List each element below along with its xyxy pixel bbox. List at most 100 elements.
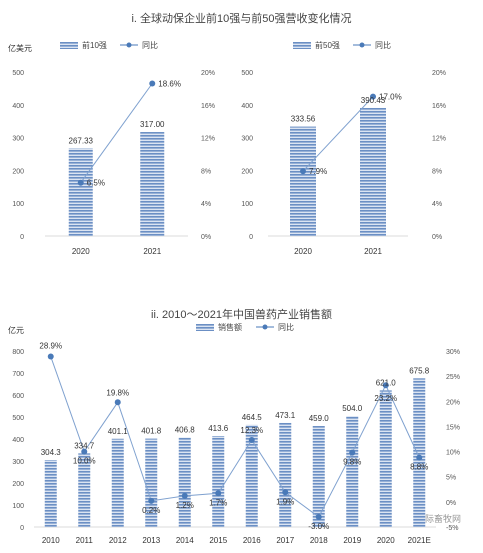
top-section-title: i. 全球动保企业前10强与前50强营收变化情况 [131, 13, 352, 25]
watermark-text: 国际畜牧网 [416, 514, 462, 524]
yoy-line [302, 96, 374, 172]
ytick-label: 100 [12, 503, 24, 510]
y2tick-label: 4% [432, 201, 442, 208]
bar-value-label: 413.6 [208, 424, 229, 433]
ytick-label: 200 [12, 481, 24, 488]
x-category-label: 2020 [72, 247, 90, 256]
line-value-label: 10.0% [73, 457, 96, 466]
line-value-label: 6.5% [87, 179, 105, 188]
line-value-label: 1.7% [209, 498, 227, 507]
line-value-label: 18.6% [158, 79, 181, 88]
ytick-label: 0 [249, 234, 253, 241]
y2tick-label: 0% [432, 234, 442, 241]
yoy-point [81, 448, 88, 455]
bar-value-label: 334.7 [74, 441, 95, 450]
yoy-point [248, 437, 255, 444]
bar-value-label: 304.3 [41, 448, 62, 457]
line-value-label: 9.8% [343, 458, 361, 467]
x-category-label: 2016 [243, 536, 261, 545]
bar [290, 126, 316, 236]
yoy-line [80, 83, 153, 183]
x-category-label: 2020 [377, 536, 395, 545]
y2tick-label: 0% [446, 500, 456, 507]
bar [212, 436, 225, 527]
ytick-label: 100 [12, 201, 24, 208]
bar-value-label: 267.33 [69, 136, 94, 145]
x-category-label: 2021 [143, 247, 161, 256]
yoy-point [77, 179, 84, 186]
yoy-point [282, 489, 289, 496]
y2tick-label: 20% [201, 70, 215, 77]
bar-value-label: 401.1 [108, 427, 129, 436]
bar [360, 107, 386, 236]
y2tick-label: 12% [432, 136, 446, 143]
bar-value-label: 390.43 [361, 96, 386, 105]
x-category-label: 2013 [142, 536, 160, 545]
x-category-label: 2012 [109, 536, 127, 545]
bar-value-label: 621.0 [376, 378, 397, 387]
legend-bar-swatch [293, 42, 311, 49]
ytick-label: 300 [241, 136, 253, 143]
bar [78, 453, 91, 527]
y2tick-label: 16% [201, 103, 215, 110]
yoy-point [382, 382, 389, 389]
y2tick-label: 8% [432, 168, 442, 175]
bar [379, 390, 392, 527]
yoy-point [47, 353, 54, 360]
ytick-label: 600 [12, 393, 24, 400]
bar-value-label: 317.00 [140, 120, 165, 129]
ytick-label: 700 [12, 371, 24, 378]
ytick-label: 200 [12, 168, 24, 175]
ytick-label: 800 [12, 349, 24, 356]
yoy-point [215, 490, 222, 497]
line-value-label: 28.9% [39, 342, 62, 351]
legend-line-label: 同比 [142, 40, 158, 50]
y2tick-label: 10% [446, 450, 460, 457]
y2tick-label: 20% [432, 70, 446, 77]
yoy-line [50, 356, 420, 518]
bar [68, 148, 93, 236]
bar [245, 424, 258, 527]
legend-line-marker [126, 42, 132, 48]
chart-china-ylabel: 亿元 [8, 326, 24, 335]
line-value-label: -3.0% [308, 522, 329, 531]
bar [413, 378, 426, 527]
legend-bar-label: 前50强 [315, 40, 340, 50]
ytick-label: 400 [12, 103, 24, 110]
legend-bar-swatch [60, 42, 78, 49]
ytick-label: 100 [241, 201, 253, 208]
bar [312, 426, 325, 527]
x-category-label: 2018 [310, 536, 328, 545]
ytick-label: 300 [12, 459, 24, 466]
bar [178, 437, 191, 527]
line-value-label: 8.8% [410, 463, 428, 472]
yoy-point [149, 80, 156, 87]
line-value-label: 19.8% [106, 388, 129, 397]
x-category-label: 2017 [276, 536, 294, 545]
x-category-label: 2021E [408, 536, 431, 545]
bar [44, 460, 57, 527]
ytick-label: 0 [20, 525, 24, 532]
bar-value-label: 473.1 [275, 411, 296, 420]
yoy-point [181, 492, 188, 499]
line-value-label: 23.2% [374, 394, 397, 403]
x-category-label: 2010 [42, 536, 60, 545]
y2tick-label: 25% [446, 374, 460, 381]
bar-value-label: 504.0 [342, 404, 363, 413]
yoy-point [349, 449, 356, 456]
bottom-section-title: ii. 2010～2021年中国兽药产业销售额 [151, 309, 332, 321]
chart-top10-ylabel: 亿美元 [8, 44, 32, 53]
ytick-label: 400 [12, 437, 24, 444]
bar-value-label: 401.8 [141, 427, 162, 436]
bar [140, 132, 165, 236]
x-category-label: 2015 [209, 536, 227, 545]
line-value-label: 1.2% [176, 501, 194, 510]
legend-bar-label: 销售额 [218, 322, 242, 332]
y2tick-label: 16% [432, 103, 446, 110]
x-category-label: 2019 [343, 536, 361, 545]
line-value-label: 7.9% [309, 167, 327, 176]
x-category-label: 2020 [294, 247, 312, 256]
ytick-label: 400 [241, 103, 253, 110]
yoy-point [416, 454, 423, 461]
